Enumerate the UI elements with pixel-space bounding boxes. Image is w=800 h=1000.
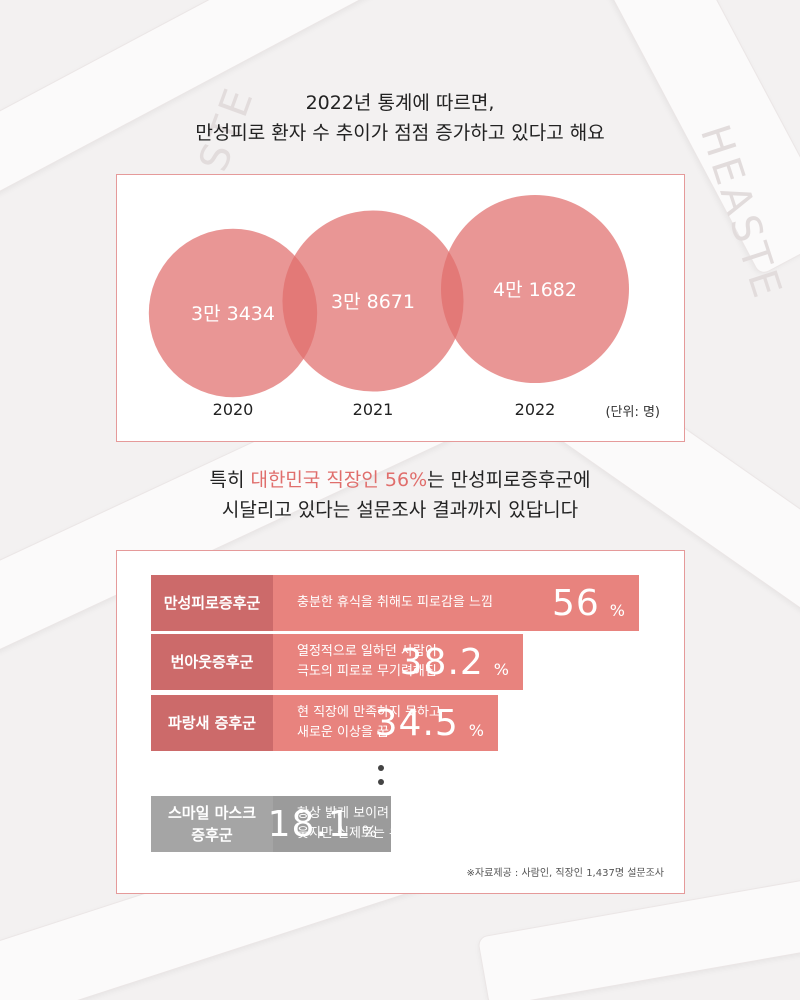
- bubble-2022: [441, 195, 629, 383]
- patient-trend-panel: 3만 3434 2020 3만 8671 2021 4만 1682 2022 (단위: 명…: [116, 174, 685, 442]
- bubble-chart: 3만 3434 2020 3만 8671 2021 4만 1682 2022: [148, 195, 629, 419]
- bubble-2021: [282, 210, 464, 392]
- finding-part-1: 특히: [209, 469, 251, 491]
- bar: [273, 796, 391, 852]
- year-label: 2021: [353, 400, 394, 419]
- bar-category-label: 파랑새 증후군: [151, 695, 273, 751]
- bar-value-label: 34.5%: [374, 702, 484, 744]
- bar: [273, 634, 523, 690]
- year-label: 2022: [515, 400, 556, 419]
- finding-text: 특히 대한민국 직장인 56%는 만성피로증후군에 시달리고 있다는 설문조사 …: [0, 465, 800, 525]
- finding-line-2: 시달리고 있다는 설문조사 결과까지 있답니다: [221, 499, 579, 521]
- finding-highlight: 대한민국 직장인 56%: [250, 469, 428, 491]
- bar-row: 번아웃증후군 열정적으로 일하던 사람이 극도의 피로로 무기력해짐 38.2%: [151, 634, 523, 690]
- bar-description: 충분한 휴식을 취해도 피로감을 느낌: [297, 595, 493, 610]
- unit-label: (단위: 명): [605, 405, 660, 420]
- bar: [273, 575, 639, 631]
- bubble-value-label: 4만 1682: [493, 279, 577, 301]
- year-label: 2020: [213, 400, 254, 419]
- bar-description: 현 직장에 만족하지 못하고 새로운 이상을 꿈: [297, 705, 441, 740]
- source-note: ※자료제공 : 사람인, 직장인 1,437명 설문조사: [466, 868, 664, 879]
- bar-row: 스마일 마스크 증후군 항상 밝게 보이려 겉으론 웃지만 실제로는 우울함 18.1%: [151, 796, 429, 852]
- bar-category-label: 만성피로증후군: [151, 575, 273, 631]
- bar-row: 만성피로증후군 충분한 휴식을 취해도 피로감을 느낌 56%: [151, 575, 639, 631]
- bar-row: 파랑새 증후군 현 직장에 만족하지 못하고 새로운 이상을 꿈 34.5%: [151, 695, 498, 751]
- bubble-2020: [148, 228, 318, 398]
- bar-value-label: 56%: [551, 582, 625, 624]
- bar: [273, 695, 498, 751]
- intro-line-2: 만성피로 환자 수 추이가 점점 증가하고 있다고 해요: [195, 122, 605, 144]
- bar-value-label: 38.2%: [399, 641, 509, 683]
- bubble-value-label: 3만 8671: [331, 291, 415, 313]
- bar-category-label: 스마일 마스크 증후군: [151, 796, 273, 852]
- ellipsis-dots: [376, 763, 386, 791]
- intro-line-1: 2022년 통계에 따르면,: [305, 92, 495, 114]
- intro-text: 2022년 통계에 따르면, 만성피로 환자 수 추이가 점점 증가하고 있다고…: [0, 88, 800, 148]
- bar-description: 열정적으로 일하던 사람이 극도의 피로로 무기력해짐: [297, 644, 437, 679]
- survey-panel: 만성피로증후군 충분한 휴식을 취해도 피로감을 느낌 56% 번아웃증후군 열정적으로…: [116, 550, 685, 894]
- finding-line-1: 특히 대한민국 직장인 56%는 만성피로증후군에: [0, 465, 800, 495]
- bar-category-label: 번아웃증후군: [151, 634, 273, 690]
- bar-description: 항상 밝게 보이려 겉으론 웃지만 실제로는 우울함: [297, 806, 429, 841]
- finding-part-2: 는 만성피로증후군에: [427, 469, 591, 491]
- bubble-value-label: 3만 3434: [191, 303, 275, 325]
- bar-value-label: 18.1%: [267, 803, 377, 845]
